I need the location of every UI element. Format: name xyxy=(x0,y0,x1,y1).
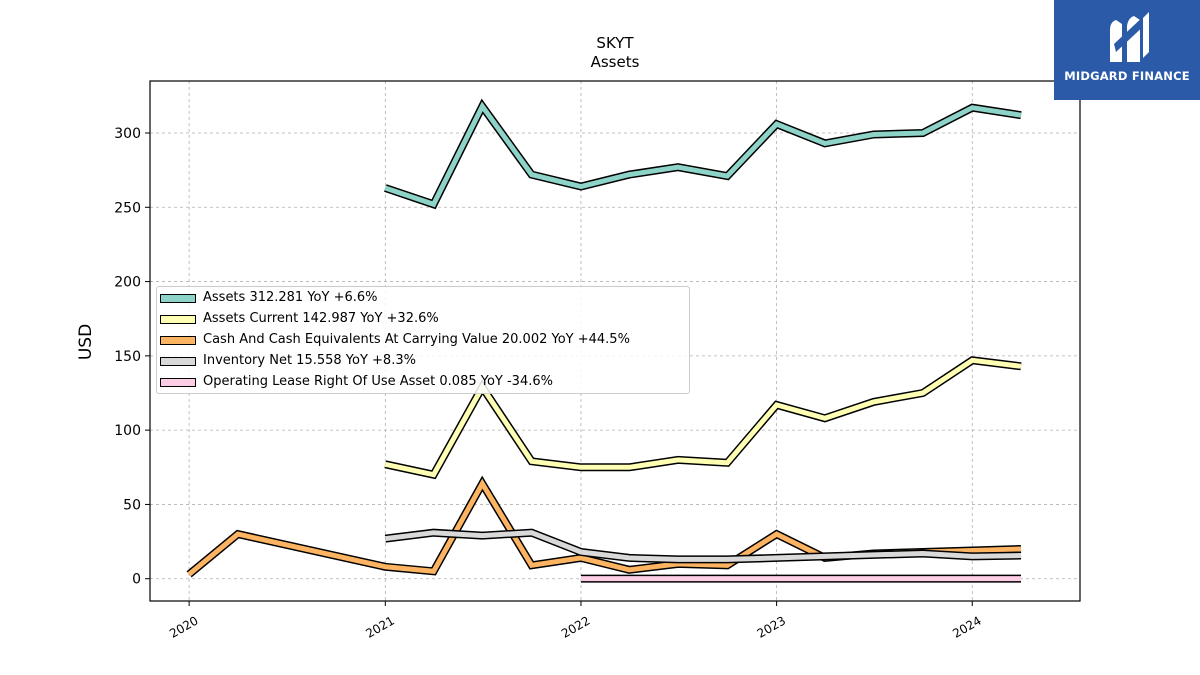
legend-label-cash: Cash And Cash Equivalents At Carrying Va… xyxy=(203,332,630,347)
y-tick-label: 200 xyxy=(114,275,141,291)
legend-item-inventory: Inventory Net 15.558 YoY +8.3% xyxy=(157,352,687,372)
series-3 xyxy=(384,528,1022,564)
series-2 xyxy=(186,475,1022,578)
midgard-m-logo-icon xyxy=(1110,12,1149,62)
brand-name: MIDGARD FINANCE xyxy=(1064,69,1190,83)
x-tick-label: 2023 xyxy=(755,613,788,640)
chart-subtitle: Assets xyxy=(591,53,640,71)
series-layer xyxy=(186,98,1022,583)
y-tick-label: 100 xyxy=(114,423,141,439)
legend-swatch-assets xyxy=(160,294,196,303)
legend-item-assets-current: Assets Current 142.987 YoY +32.6% xyxy=(157,310,687,330)
y-axis-label: USD xyxy=(76,324,96,360)
legend-swatch-inventory xyxy=(160,357,196,366)
y-tick-label: 0 xyxy=(132,572,141,588)
series-line xyxy=(384,357,1022,478)
brand-logo: MIDGARD FINANCE xyxy=(1054,0,1200,100)
series-line xyxy=(384,101,1022,208)
series-line-outline xyxy=(186,475,1022,578)
y-tick-label: 50 xyxy=(123,497,141,513)
x-tick-label: 2020 xyxy=(167,613,200,640)
legend-label-lease: Operating Lease Right Of Use Asset 0.085… xyxy=(203,374,553,389)
legend-item-cash: Cash And Cash Equivalents At Carrying Va… xyxy=(157,331,687,351)
legend-item-lease: Operating Lease Right Of Use Asset 0.085… xyxy=(157,373,687,393)
x-tick-label: 2022 xyxy=(559,613,592,640)
legend-label-assets: Assets 312.281 YoY +6.6% xyxy=(203,290,378,305)
legend-label-inventory: Inventory Net 15.558 YoY +8.3% xyxy=(203,353,416,368)
legend-swatch-lease xyxy=(160,378,196,387)
legend-swatch-cash xyxy=(160,336,196,345)
legend-label-assets-current: Assets Current 142.987 YoY +32.6% xyxy=(203,311,439,326)
y-tick-label: 300 xyxy=(114,126,141,142)
y-tick-label: 150 xyxy=(114,349,141,365)
plot-frame xyxy=(149,80,1081,602)
series-1 xyxy=(384,356,1022,480)
series-line-outline xyxy=(384,98,1022,210)
x-tick-label: 2024 xyxy=(950,613,983,640)
chart-legend: Assets 312.281 YoY +6.6% Assets Current … xyxy=(156,286,690,394)
legend-swatch-assets-current xyxy=(160,315,196,324)
y-tick-label: 250 xyxy=(114,200,141,216)
series-line xyxy=(384,530,1022,562)
series-0 xyxy=(384,98,1022,210)
legend-item-assets: Assets 312.281 YoY +6.6% xyxy=(157,289,687,309)
chart-title: SKYT xyxy=(596,34,634,52)
x-tick-label: 2021 xyxy=(363,613,396,640)
